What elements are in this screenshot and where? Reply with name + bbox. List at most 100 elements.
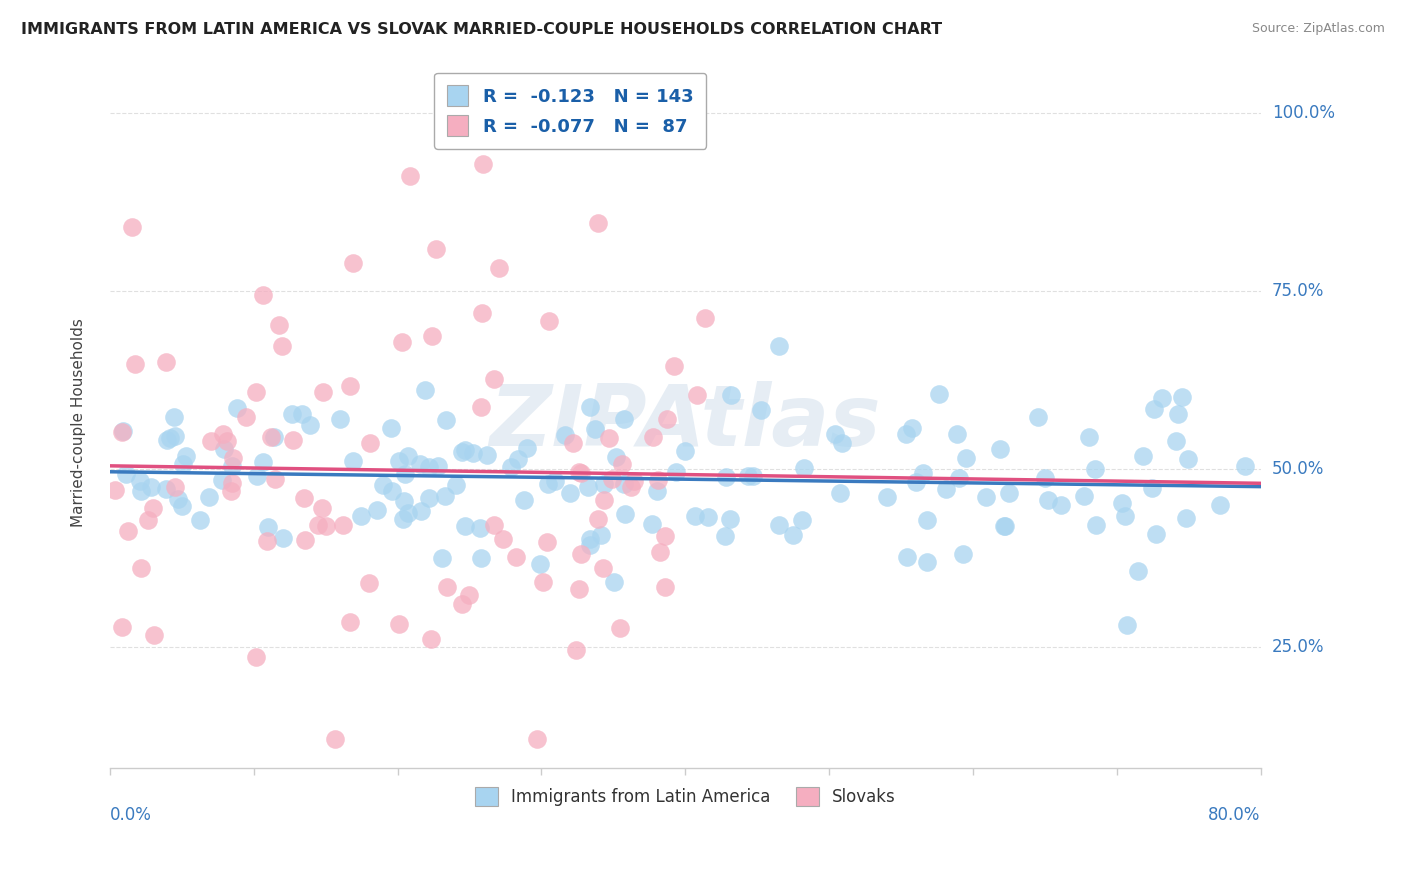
Point (737, 469, 759, 483)
Point (915, 556, 938, 570)
Point (782, 528, 804, 542)
Point (235, 410, 257, 425)
Point (894, 427, 917, 442)
Point (790, 513, 813, 527)
Point (501, 460, 523, 475)
Point (252, 288, 274, 302)
Point (117, 524, 139, 538)
Point (342, 256, 364, 270)
Point (380, 420, 402, 434)
Point (537, 477, 560, 491)
Point (1111, 496, 1133, 510)
Point (388, 617, 411, 632)
Point (928, 387, 950, 401)
Point (398, 506, 420, 520)
Point (396, 449, 419, 463)
Point (592, 560, 614, 574)
Point (339, 615, 361, 629)
Point (613, 477, 636, 491)
Point (749, 403, 772, 417)
Point (264, 472, 287, 486)
Point (198, 491, 221, 505)
Point (111, 425, 134, 439)
Point (718, 512, 741, 526)
Point (436, 580, 458, 594)
Point (612, 457, 634, 471)
Point (307, 517, 329, 532)
Point (536, 535, 558, 549)
Point (246, 469, 269, 483)
Point (129, 561, 152, 575)
Point (366, 503, 388, 517)
Point (531, 575, 554, 590)
Point (1177, 452, 1199, 467)
Point (188, 513, 211, 527)
Point (260, 430, 283, 444)
Text: 100.0%: 100.0% (1272, 104, 1334, 122)
Point (1084, 517, 1107, 532)
Point (974, 490, 997, 504)
Point (155, 355, 177, 369)
Point (1144, 526, 1167, 541)
Point (896, 549, 918, 564)
Point (163, 409, 186, 424)
Point (121, 220, 143, 235)
Point (558, 485, 581, 500)
Point (586, 512, 609, 526)
Point (1209, 498, 1232, 512)
Point (394, 467, 416, 481)
Point (323, 732, 346, 747)
Point (564, 643, 586, 657)
Point (221, 451, 243, 466)
Point (263, 429, 285, 443)
Point (394, 494, 416, 508)
Point (491, 532, 513, 546)
Point (602, 575, 624, 590)
Point (291, 407, 314, 421)
Point (256, 534, 278, 549)
Point (526, 732, 548, 747)
Point (312, 385, 335, 400)
Point (1152, 392, 1174, 406)
Point (578, 538, 600, 552)
Point (418, 460, 440, 475)
Point (1026, 410, 1049, 425)
Point (623, 474, 645, 488)
Point (614, 507, 637, 521)
Point (172, 457, 194, 471)
Point (1171, 390, 1194, 404)
Point (1115, 618, 1137, 632)
Point (568, 465, 591, 479)
Point (444, 478, 467, 492)
Point (129, 474, 152, 488)
Point (269, 318, 291, 333)
Point (695, 311, 717, 326)
Point (139, 480, 162, 494)
Point (221, 476, 243, 491)
Point (1084, 462, 1107, 476)
Point (470, 400, 492, 414)
Point (166, 491, 188, 506)
Point (741, 469, 763, 483)
Point (257, 520, 280, 534)
Point (212, 442, 235, 457)
Point (505, 549, 527, 564)
Point (454, 519, 477, 533)
Point (609, 621, 631, 635)
Point (419, 632, 441, 646)
Text: 0.0%: 0.0% (110, 805, 152, 823)
Point (315, 519, 337, 533)
Point (1167, 407, 1189, 421)
Point (1140, 481, 1163, 495)
Point (917, 513, 939, 527)
Point (432, 550, 454, 565)
Point (111, 620, 134, 634)
Point (828, 485, 851, 500)
Point (567, 582, 589, 596)
Point (538, 314, 561, 328)
Point (1233, 459, 1256, 474)
Point (426, 459, 449, 474)
Point (569, 547, 592, 561)
Point (1033, 470, 1056, 484)
Point (281, 407, 304, 421)
